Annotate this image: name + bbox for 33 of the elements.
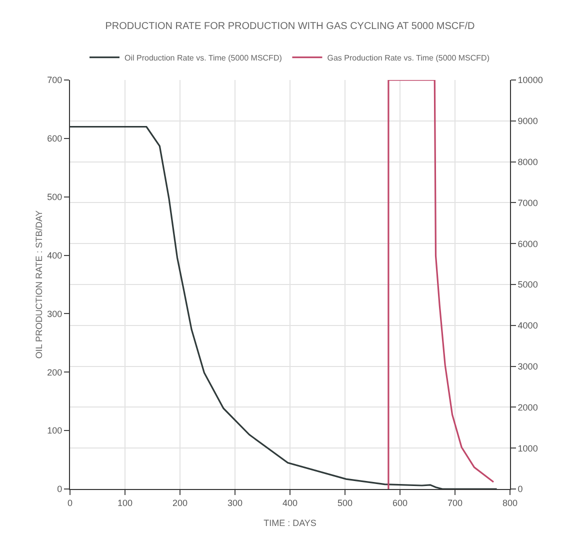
x-tick-label: 400: [282, 498, 298, 508]
y2-tick-label: 4000: [518, 320, 538, 331]
y2-tick-label: 0: [518, 484, 523, 494]
y-tick-label: 600: [47, 134, 62, 144]
y2-tick-label: 5000: [518, 280, 538, 290]
y-tick-label: 0: [57, 484, 62, 494]
x-tick-label: 600: [392, 498, 408, 508]
x-tick-label: 300: [227, 498, 243, 508]
y2-tick-label: 9000: [518, 116, 538, 126]
y2-tick-label: 8000: [518, 156, 538, 167]
x-axis-title: TIME : DAYS: [264, 518, 316, 528]
x-tick-label: 0: [67, 498, 73, 508]
y-tick-label: 100: [47, 426, 62, 436]
chart-title: PRODUCTION RATE FOR PRODUCTION WITH GAS CYCLING AT 5000 MSCF/D: [105, 20, 475, 32]
legend-label: Oil Production Rate vs. Time (5000 MSCFD): [124, 53, 282, 62]
y-tick-label: 200: [47, 367, 62, 378]
x-tick-label: 100: [117, 498, 133, 508]
legend-label: Gas Production Rate vs. Time (5000 MSCFD): [327, 53, 490, 62]
y2-tick-label: 7000: [518, 198, 538, 208]
y-tick-label: 500: [47, 192, 62, 202]
x-tick-label: 800: [502, 498, 518, 508]
x-tick-label: 200: [172, 498, 188, 508]
y-axis-title: OIL PRODUCTION RATE : STB/DAY: [34, 210, 44, 359]
y2-tick-label: 1000: [518, 443, 538, 454]
x-tick-label: 700: [447, 498, 463, 508]
y2-tick-label: 3000: [518, 361, 538, 372]
y2-tick-label: 10000: [518, 75, 543, 86]
x-tick-label: 500: [337, 498, 353, 508]
y-tick-label: 400: [47, 250, 62, 260]
y-tick-label: 300: [47, 308, 62, 319]
y-tick-label: 700: [47, 75, 62, 86]
y2-tick-label: 6000: [518, 238, 538, 249]
y2-tick-label: 2000: [518, 402, 538, 412]
